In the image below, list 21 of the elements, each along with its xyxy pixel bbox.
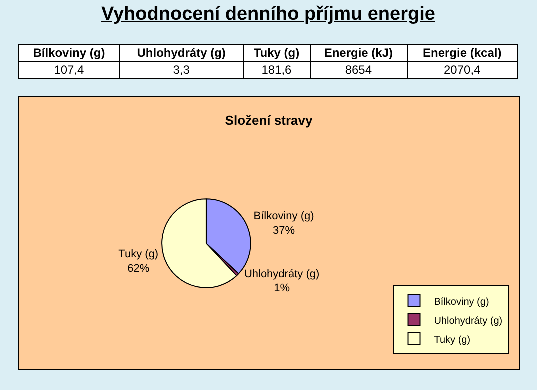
- slice-label: Bílkoviny (g): [254, 210, 314, 223]
- text: Tuky (g): [243, 44, 310, 62]
- legend-label: Bílkoviny (g): [434, 296, 490, 308]
- chart-title: Složení stravy: [225, 113, 314, 128]
- text: 181,6: [243, 62, 310, 78]
- text: Vyhodnocení denního příjmu energie: [100, 4, 436, 26]
- data-label: 62%: [128, 262, 150, 275]
- text: Uhlohydráty (g): [120, 44, 244, 62]
- legend-label: Tuky (g): [434, 334, 471, 346]
- slice-label: Tuky (g): [118, 248, 159, 261]
- text: 3,3: [120, 62, 244, 78]
- text: Bílkoviny (g): [18, 44, 120, 62]
- text: 8654: [310, 62, 408, 78]
- text: 2070,4: [407, 62, 518, 78]
- data-label: 37%: [273, 225, 296, 238]
- text: 107,4: [18, 62, 120, 78]
- legend-label: Uhlohydráty (g): [434, 316, 503, 327]
- data-label: 1%: [274, 282, 290, 295]
- text: Energie (kJ): [310, 44, 408, 62]
- slice-label: Uhlohydráty (g): [244, 268, 320, 280]
- text: Energie (kcal): [407, 44, 518, 62]
